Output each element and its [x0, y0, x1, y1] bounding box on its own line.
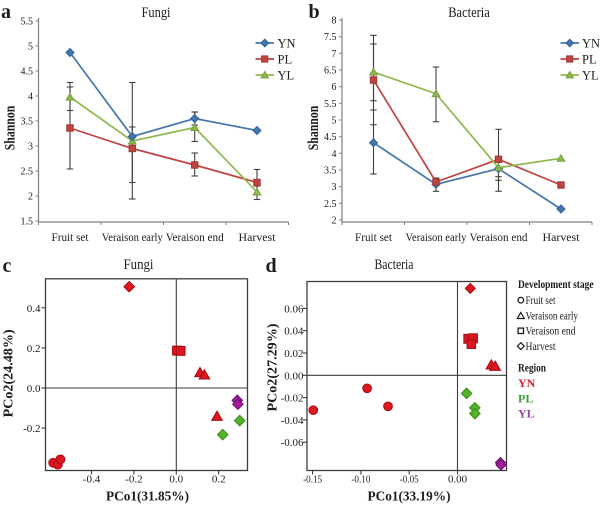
svg-text:c: c: [3, 255, 12, 277]
svg-text:Fruit set: Fruit set: [526, 295, 557, 307]
svg-text:PCo1(31.85%): PCo1(31.85%): [106, 490, 189, 505]
svg-text:Fruit set: Fruit set: [52, 230, 90, 244]
svg-text:2.5: 2.5: [324, 199, 337, 210]
svg-text:2.5: 2.5: [21, 167, 34, 178]
svg-text:PL: PL: [278, 53, 293, 67]
svg-text:Veraison early: Veraison early: [406, 230, 467, 244]
svg-text:Harvest: Harvest: [543, 230, 581, 244]
svg-text:-0.2: -0.2: [23, 423, 40, 435]
svg-text:5.5: 5.5: [21, 17, 34, 28]
svg-text:3.5: 3.5: [21, 117, 34, 128]
svg-text:0.06: 0.06: [284, 303, 304, 315]
svg-text:-0.4: -0.4: [83, 474, 101, 486]
svg-text:d: d: [265, 255, 276, 277]
svg-text:7.5: 7.5: [324, 32, 337, 43]
svg-text:Harvest: Harvest: [239, 230, 277, 244]
svg-text:5.5: 5.5: [324, 99, 337, 110]
svg-text:Shannon: Shannon: [3, 105, 19, 150]
svg-text:Veraison end: Veraison end: [526, 326, 576, 338]
svg-text:7: 7: [332, 49, 337, 60]
svg-text:Fungi: Fungi: [124, 257, 154, 273]
svg-text:-0.15: -0.15: [303, 474, 322, 486]
svg-text:0.04: 0.04: [284, 326, 304, 338]
svg-text:Shannon: Shannon: [306, 105, 322, 150]
svg-text:YL: YL: [518, 407, 535, 421]
svg-text:0.00: 0.00: [448, 474, 467, 486]
svg-text:Fruit set: Fruit set: [355, 230, 393, 244]
svg-text:5: 5: [332, 116, 337, 127]
svg-text:YL: YL: [582, 69, 599, 83]
svg-text:6.5: 6.5: [324, 66, 337, 77]
svg-text:4.5: 4.5: [21, 67, 34, 78]
svg-text:-0.10: -0.10: [351, 474, 370, 486]
svg-text:2: 2: [28, 192, 33, 203]
svg-text:PL: PL: [518, 391, 533, 405]
svg-text:PCo1(33.19%): PCo1(33.19%): [368, 490, 451, 505]
svg-text:0.2: 0.2: [27, 343, 41, 355]
svg-text:YN: YN: [278, 37, 296, 51]
svg-text:Veraison early: Veraison early: [526, 310, 579, 322]
svg-text:YL: YL: [278, 69, 295, 83]
svg-text:4: 4: [332, 149, 337, 160]
svg-text:-0.02: -0.02: [281, 393, 304, 405]
svg-text:6: 6: [332, 82, 337, 93]
svg-text:YN: YN: [582, 37, 600, 51]
svg-text:-0.06: -0.06: [281, 437, 304, 449]
svg-text:a: a: [1, 1, 11, 23]
svg-text:Development stage: Development stage: [518, 277, 594, 291]
svg-text:0.0: 0.0: [169, 474, 183, 486]
svg-text:YN: YN: [518, 376, 536, 390]
svg-text:8: 8: [332, 16, 337, 27]
svg-text:Region: Region: [518, 361, 546, 375]
svg-text:1.5: 1.5: [21, 217, 34, 228]
svg-text:Harvest: Harvest: [526, 341, 557, 353]
svg-text:2: 2: [332, 216, 337, 227]
svg-text:Veraison early: Veraison early: [102, 230, 163, 244]
svg-text:PL: PL: [582, 53, 597, 67]
svg-text:-0.2: -0.2: [125, 474, 142, 486]
svg-text:4: 4: [28, 92, 33, 103]
svg-text:Veraison end: Veraison end: [166, 230, 224, 244]
svg-text:Bacteria: Bacteria: [448, 5, 490, 21]
svg-text:-0.04: -0.04: [281, 415, 304, 427]
svg-text:b: b: [308, 1, 319, 23]
svg-text:Veraison end: Veraison end: [470, 230, 528, 244]
svg-text:0.2: 0.2: [212, 474, 226, 486]
svg-text:0.4: 0.4: [27, 303, 41, 315]
svg-text:4.5: 4.5: [324, 132, 337, 143]
svg-text:3: 3: [28, 142, 33, 153]
svg-text:5: 5: [28, 42, 33, 53]
svg-text:3: 3: [332, 182, 337, 193]
svg-text:Fungi: Fungi: [142, 5, 171, 21]
svg-text:Bacteria: Bacteria: [375, 257, 414, 273]
svg-text:PCo2(27.29%): PCo2(27.29%): [265, 324, 280, 412]
svg-text:PCo2(24.48%): PCo2(24.48%): [1, 329, 16, 417]
svg-text:0.0: 0.0: [27, 383, 41, 395]
svg-text:3.5: 3.5: [324, 166, 337, 177]
svg-text:0.00: 0.00: [284, 370, 304, 382]
svg-text:-0.05: -0.05: [400, 474, 419, 486]
svg-text:0.02: 0.02: [284, 348, 303, 360]
